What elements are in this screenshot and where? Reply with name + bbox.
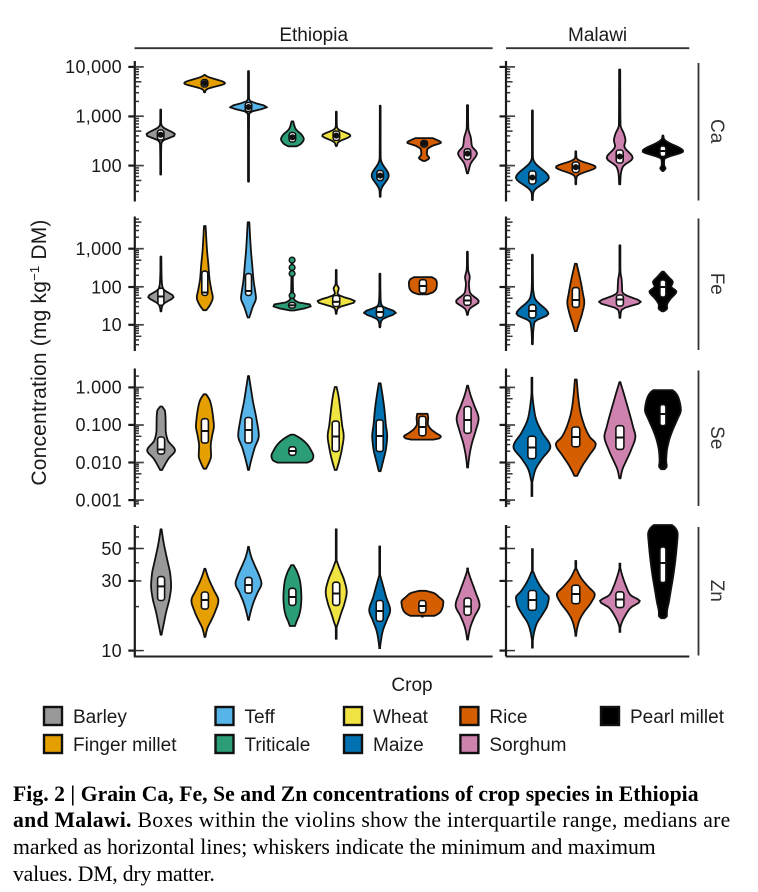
svg-text:Maize: Maize xyxy=(373,735,424,756)
svg-text:Pearl millet: Pearl millet xyxy=(630,707,725,728)
svg-text:Fe: Fe xyxy=(706,273,727,295)
svg-text:30: 30 xyxy=(101,571,122,591)
svg-text:0.010: 0.010 xyxy=(75,453,122,473)
svg-text:10,000: 10,000 xyxy=(65,57,122,77)
svg-text:Wheat: Wheat xyxy=(373,707,429,728)
svg-text:Barley: Barley xyxy=(73,707,127,728)
svg-text:10: 10 xyxy=(101,641,122,661)
svg-text:Se: Se xyxy=(706,426,727,449)
svg-text:10: 10 xyxy=(101,315,122,335)
svg-text:100: 100 xyxy=(91,277,122,297)
svg-text:100: 100 xyxy=(91,156,122,176)
svg-text:Sorghum: Sorghum xyxy=(489,735,566,756)
svg-text:Triticale: Triticale xyxy=(245,735,311,756)
svg-text:Ca: Ca xyxy=(706,119,727,144)
svg-text:0.100: 0.100 xyxy=(75,415,122,435)
svg-text:0.001: 0.001 xyxy=(75,490,122,510)
svg-text:1,000: 1,000 xyxy=(75,107,122,127)
svg-text:Zn: Zn xyxy=(706,580,727,602)
svg-text:Malawi: Malawi xyxy=(568,25,627,46)
svg-text:Crop: Crop xyxy=(391,675,432,696)
svg-text:Finger millet: Finger millet xyxy=(73,735,177,756)
svg-text:1,000: 1,000 xyxy=(75,239,122,259)
svg-text:1.000: 1.000 xyxy=(75,378,122,398)
svg-text:50: 50 xyxy=(101,539,122,559)
svg-text:Concentration (mg kg−1 DM): Concentration (mg kg−1 DM) xyxy=(26,219,51,485)
svg-text:Teff: Teff xyxy=(245,707,276,728)
svg-text:Ethiopia: Ethiopia xyxy=(279,25,348,46)
svg-text:Rice: Rice xyxy=(489,707,527,728)
